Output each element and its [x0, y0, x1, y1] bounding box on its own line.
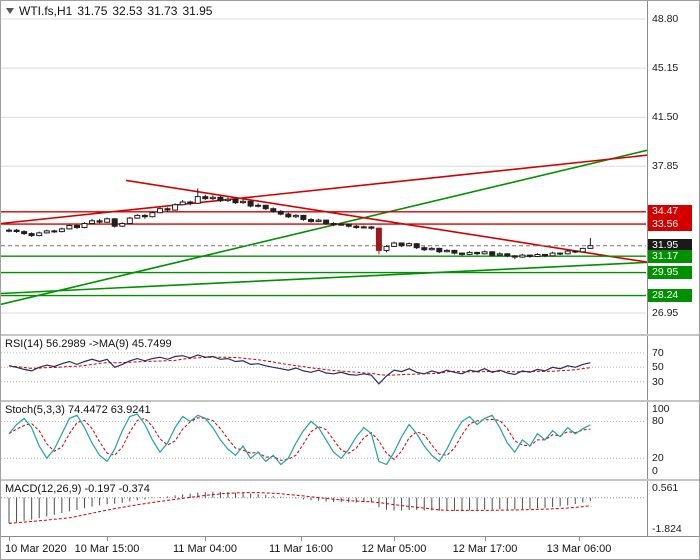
time-axis-label: 13 Mar 06:00	[546, 543, 612, 555]
price-axis[interactable]: 48.80 45.15 41.50 37.85 26.95 34.47 33.56 31.95…	[647, 1, 699, 536]
macd-indicator-label: MACD(12,26,9) -0.197 -0.374	[5, 483, 150, 495]
time-axis-tick	[301, 537, 302, 541]
price-level-badge: 33.56	[648, 218, 692, 231]
price-axis-label: 45.15	[652, 62, 679, 74]
panel-divider-stoch-macd[interactable]	[1, 479, 699, 481]
stoch-axis-label: 80	[652, 415, 664, 427]
time-axis-label: 10 Mar 15:00	[74, 543, 140, 555]
price-level-badge: 31.17	[648, 250, 692, 263]
chart-symbol-timeframe: WTI.fs,H1	[19, 4, 73, 18]
rsi-panel-layer	[1, 352, 646, 385]
time-axis[interactable]: 10 Mar 2020 10 Mar 15:00 11 Mar 04:00 11 Ma…	[1, 536, 699, 559]
macd-axis-label: -1.824	[652, 523, 682, 535]
ohlc-high: 32.53	[112, 4, 143, 18]
time-axis-tick	[205, 537, 206, 541]
candles-layer	[6, 188, 594, 260]
ohlc-low: 31.73	[147, 4, 178, 18]
ohlc-close: 31.95	[182, 4, 213, 18]
price-levels-layer	[1, 211, 646, 297]
time-axis-tick	[9, 537, 10, 541]
ohlc-open: 31.75	[77, 4, 108, 18]
price-level-badge: 31.95	[648, 239, 692, 252]
time-axis-label: 12 Mar 05:00	[361, 543, 427, 555]
price-level-badge: 34.47	[648, 205, 692, 218]
price-level-badge: 29.95	[648, 266, 692, 279]
stoch-axis-label: 100	[652, 403, 670, 415]
rsi-axis-label: 30	[652, 376, 664, 388]
macd-panel-layer	[1, 491, 646, 524]
time-axis-tick	[394, 537, 395, 541]
time-axis-tick	[579, 537, 580, 541]
stoch-panel-layer	[1, 413, 646, 466]
stoch-axis-label: 0	[652, 465, 658, 477]
stoch-axis-label: 20	[652, 452, 664, 464]
panel-divider-rsi-stoch[interactable]	[1, 400, 699, 402]
price-axis-label: 37.85	[652, 160, 679, 172]
time-axis-label: 11 Mar 04:00	[172, 543, 238, 555]
stoch-indicator-label: Stoch(5,3,3) 74.4472 63.9241	[5, 404, 151, 416]
time-axis-label: 10 Mar 2020	[5, 543, 67, 555]
chart-header: WTI.fs,H1 31.75 32.53 31.73 31.95	[6, 4, 217, 18]
time-axis-tick	[107, 537, 108, 541]
rsi-axis-label: 50	[652, 361, 664, 373]
price-axis-label: 26.95	[652, 307, 679, 319]
time-axis-tick	[485, 537, 486, 541]
rsi-axis-label: 70	[652, 347, 664, 359]
price-axis-label: 41.50	[652, 111, 679, 123]
price-axis-label: 48.80	[652, 13, 679, 25]
price-level-badge: 28.24	[648, 289, 692, 302]
time-axis-label: 12 Mar 17:00	[452, 543, 518, 555]
panel-divider-main-rsi[interactable]	[1, 334, 699, 336]
time-axis-label: 11 Mar 16:00	[268, 543, 334, 555]
macd-axis-label: 0.561	[652, 482, 679, 494]
rsi-indicator-label: RSI(14) 56.2989 ->MA(9) 45.7499	[5, 338, 172, 350]
collapse-triangle-icon[interactable]	[6, 8, 14, 14]
